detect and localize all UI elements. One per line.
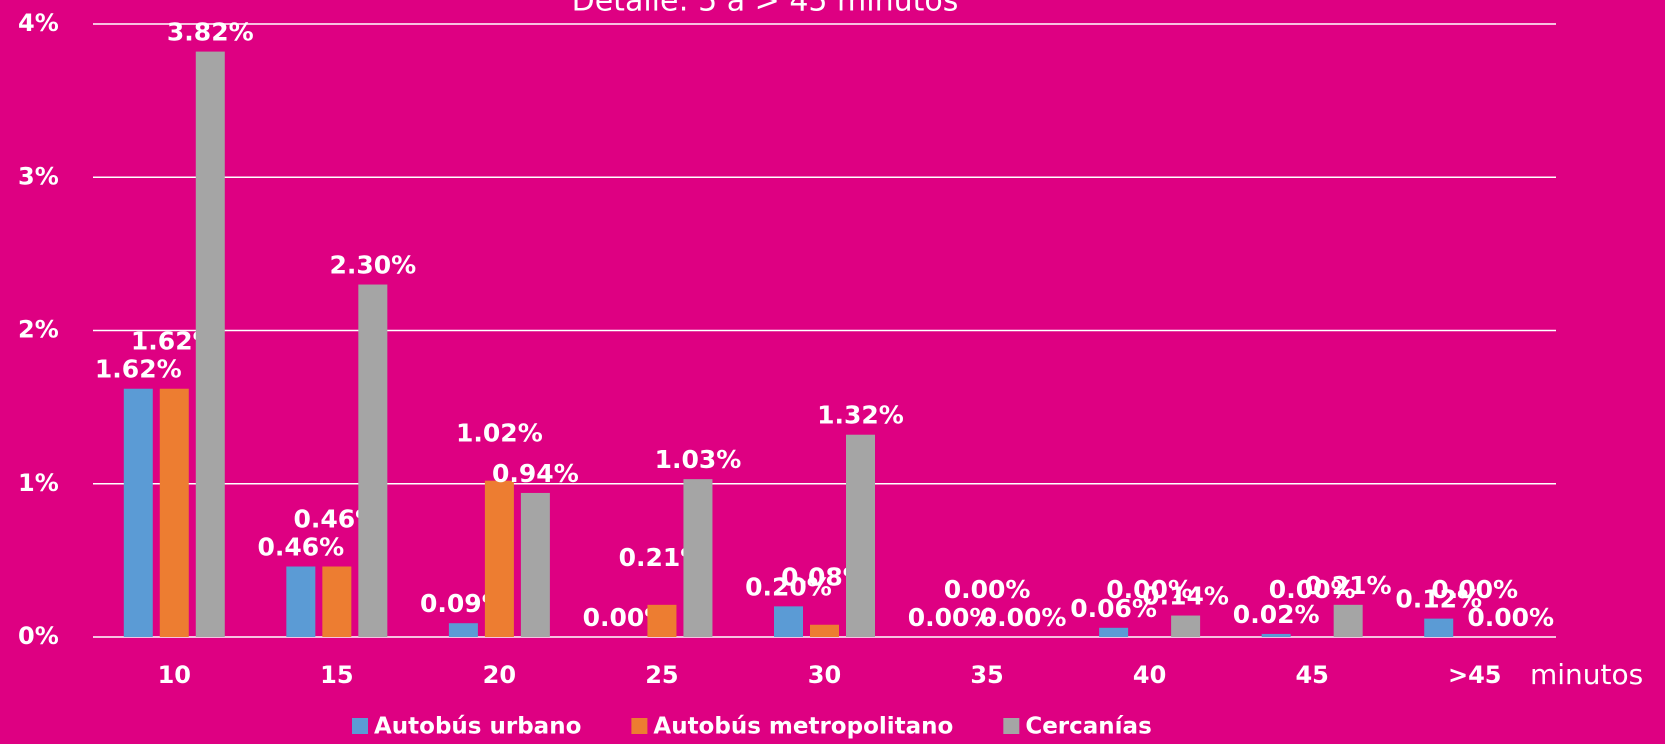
x-tick-label: 35 (970, 661, 1003, 689)
value-label: 0.94% (492, 459, 579, 488)
bar (774, 606, 803, 637)
bar (286, 566, 316, 637)
value-label: 0.00% (908, 603, 995, 632)
x-tick-label: 30 (808, 661, 841, 689)
chart-title: Detalle: 5 a > 45 minutos (572, 0, 959, 19)
x-axis-label: minutos (1530, 658, 1643, 691)
value-label: 0.20% (745, 572, 832, 601)
legend-label: Autobús metropolitano (653, 714, 953, 740)
bar (1099, 627, 1129, 637)
x-tick-label: 40 (1133, 661, 1166, 689)
value-label: 0.06% (1070, 594, 1157, 623)
value-label: 0.02% (1233, 600, 1320, 629)
bar (1171, 615, 1201, 637)
bar (195, 51, 225, 637)
x-tick-label: 10 (158, 661, 191, 689)
bar (520, 492, 550, 637)
bar (1333, 604, 1363, 637)
value-label: 0.12% (1395, 585, 1482, 614)
value-label: 1.03% (655, 445, 742, 474)
bar (159, 388, 189, 637)
value-label: 0.00% (1431, 575, 1518, 604)
y-tick-label: 4% (18, 9, 59, 37)
y-tick-label: 1% (18, 469, 59, 497)
bar (683, 479, 713, 637)
bar (810, 624, 839, 637)
value-label: 0.00% (944, 575, 1031, 604)
legend-swatch (631, 718, 648, 734)
bar (484, 480, 514, 637)
value-label: 3.82% (167, 18, 254, 47)
x-tick-label: 15 (320, 661, 353, 689)
bar (1424, 618, 1454, 637)
x-tick-label: 45 (1295, 661, 1328, 689)
bar (647, 604, 677, 637)
bar (448, 623, 478, 637)
legend-label: Cercanías (1025, 714, 1151, 740)
value-label: 0.00% (1106, 575, 1193, 604)
legend-swatch (1003, 718, 1020, 734)
bar (322, 566, 352, 637)
value-label: 0.00% (1269, 575, 1356, 604)
bar (358, 284, 388, 637)
bar (1261, 633, 1291, 637)
value-label: 0.00% (1467, 603, 1554, 632)
y-tick-label: 2% (18, 316, 59, 344)
value-label: 1.62% (95, 355, 182, 384)
y-tick-label: 3% (18, 162, 59, 190)
value-label: 0.21% (1305, 571, 1392, 600)
bar (846, 434, 875, 637)
x-tick-label: >45 (1448, 661, 1502, 689)
legend-swatch (352, 718, 368, 734)
value-label: 1.32% (817, 401, 904, 430)
value-label: 0.00% (980, 603, 1067, 632)
value-label: 2.30% (329, 251, 416, 280)
x-tick-label: 20 (483, 661, 516, 689)
value-label: 0.14% (1142, 582, 1229, 611)
bar (123, 388, 153, 637)
x-tick-label: 25 (645, 661, 678, 689)
y-tick-label: 0% (18, 622, 59, 650)
value-label: 0.46% (257, 533, 344, 562)
legend-label: Autobús urbano (374, 714, 581, 740)
value-label: 1.02% (456, 419, 543, 448)
